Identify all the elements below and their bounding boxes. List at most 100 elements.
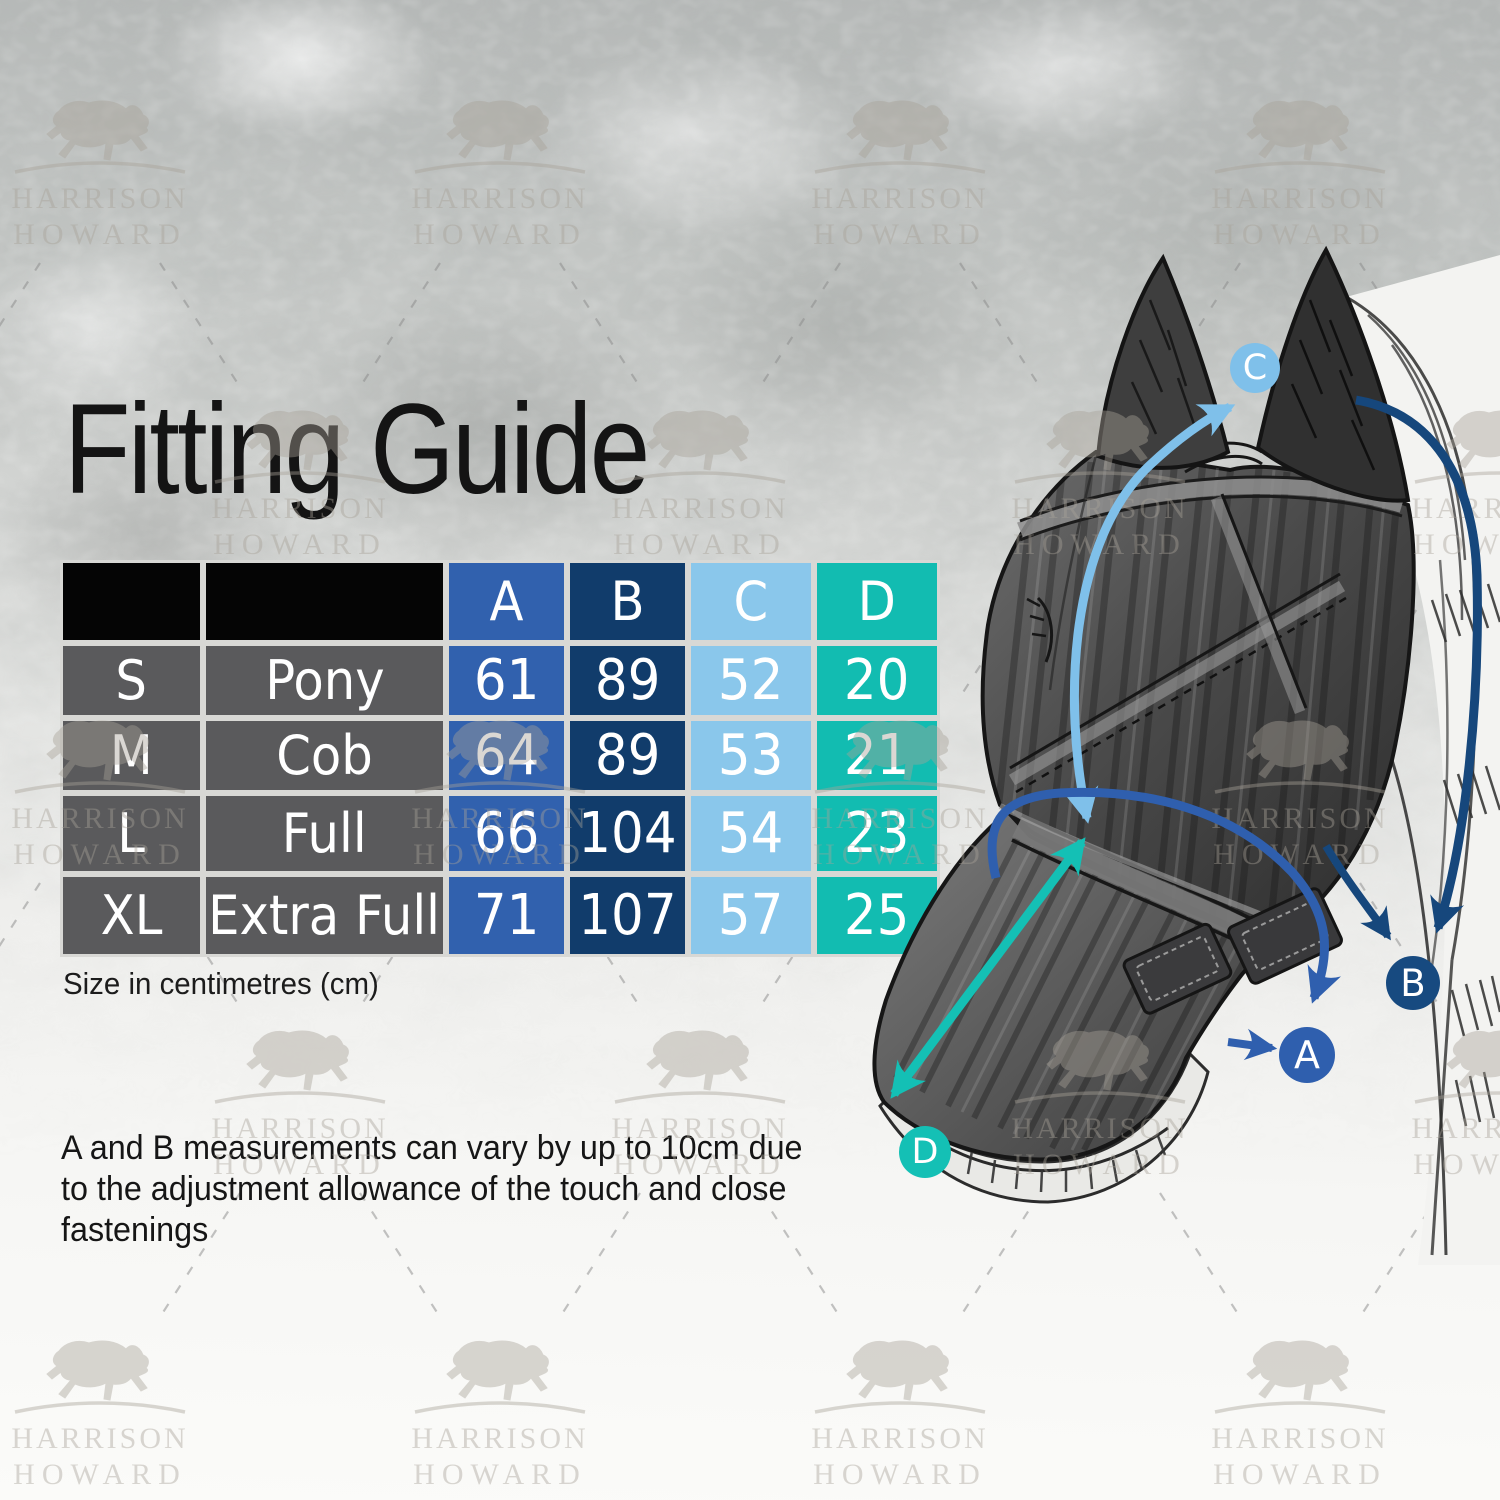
dashed-line [1359, 882, 1441, 1008]
arrow-d-nose-length [890, 837, 1086, 1099]
svg-text:HARRISON: HARRISON [811, 802, 988, 835]
svg-text:HARRISON: HARRISON [811, 182, 988, 215]
measurement-label-c: C [1230, 343, 1280, 393]
dashed-line [359, 262, 441, 388]
svg-text:HOWARD: HOWARD [1413, 528, 1500, 561]
dashed-line [559, 1192, 641, 1318]
svg-text:HOWARD: HOWARD [413, 218, 587, 251]
column-header-b: B [570, 563, 685, 640]
dashed-line [1159, 262, 1241, 388]
svg-text:HARRISON: HARRISON [1411, 492, 1500, 525]
dashed-line [759, 1192, 841, 1318]
value-cell: 89 [570, 646, 685, 715]
svg-text:HOWARD: HOWARD [213, 528, 387, 561]
measurement-label-d: D [899, 1126, 951, 1178]
table-corner-cell [206, 563, 443, 640]
value-cell: 104 [570, 796, 685, 871]
arrow-a-nose-circumference [987, 787, 1342, 1004]
dashed-line [159, 1192, 241, 1318]
svg-text:HOWARD: HOWARD [413, 1458, 587, 1491]
value-cell: 66 [449, 796, 564, 871]
column-header-c: C [691, 563, 811, 640]
svg-text:HARRISON: HARRISON [11, 1422, 188, 1455]
column-header-a: A [449, 563, 564, 640]
svg-text:HARRISON: HARRISON [11, 802, 188, 835]
measurement-label-b: B [1386, 956, 1440, 1010]
dashed-line [0, 262, 41, 328]
svg-text:HOWARD: HOWARD [13, 218, 187, 251]
value-cell: 52 [691, 646, 811, 715]
svg-text:HARRISON: HARRISON [411, 802, 588, 835]
svg-text:HOWARD: HOWARD [613, 1148, 787, 1181]
svg-text:HOWARD: HOWARD [813, 218, 987, 251]
svg-text:HOWARD: HOWARD [1413, 1148, 1500, 1181]
measurement-label-a: A [1279, 1027, 1335, 1083]
arrow-a-pointer [1227, 1028, 1278, 1061]
value-cell: 54 [691, 796, 811, 871]
size-cell: L [63, 796, 200, 871]
svg-text:HARRISON: HARRISON [1211, 1422, 1388, 1455]
svg-text:HARRISON: HARRISON [811, 1422, 988, 1455]
size-name-cell: Full [206, 796, 443, 871]
value-cell: 71 [449, 877, 564, 954]
svg-text:HOWARD: HOWARD [13, 838, 187, 871]
svg-text:HOWARD: HOWARD [213, 1148, 387, 1181]
dashed-line [959, 1192, 1041, 1318]
table-corner-cell [63, 563, 200, 640]
column-header-d: D [817, 563, 937, 640]
arrow-c-crown [1063, 402, 1236, 824]
svg-text:HOWARD: HOWARD [1213, 838, 1387, 871]
svg-text:HOWARD: HOWARD [413, 838, 587, 871]
svg-text:HARRISON: HARRISON [11, 182, 188, 215]
value-cell: 89 [570, 721, 685, 790]
arrow-b-head [1355, 395, 1482, 934]
svg-text:HARRISON: HARRISON [1011, 1112, 1188, 1145]
svg-text:HOWARD: HOWARD [1213, 218, 1387, 251]
dashed-line [159, 262, 241, 388]
svg-text:HARRISON: HARRISON [611, 1112, 788, 1145]
dashed-line [1159, 1192, 1241, 1318]
svg-text:HOWARD: HOWARD [1213, 1458, 1387, 1491]
size-cell: XL [63, 877, 200, 954]
arrow-b-jaw [1322, 843, 1392, 941]
value-cell: 61 [449, 646, 564, 715]
dashed-line [959, 262, 1041, 388]
value-cell: 20 [817, 646, 937, 715]
size-name-cell: Pony [206, 646, 443, 715]
svg-text:HOWARD: HOWARD [13, 1458, 187, 1491]
svg-text:HARRISON: HARRISON [211, 1112, 388, 1145]
svg-text:HARRISON: HARRISON [211, 492, 388, 525]
dashed-line [359, 1192, 441, 1318]
size-name-cell: Extra Full [206, 877, 443, 954]
size-cell: S [63, 646, 200, 715]
svg-text:HOWARD: HOWARD [813, 1458, 987, 1491]
dashed-line [559, 262, 641, 388]
value-cell: 107 [570, 877, 685, 954]
value-cell: 57 [691, 877, 811, 954]
svg-text:HARRISON: HARRISON [1411, 1112, 1500, 1145]
svg-text:HARRISON: HARRISON [611, 492, 788, 525]
svg-text:HARRISON: HARRISON [1211, 182, 1388, 215]
value-cell: 53 [691, 721, 811, 790]
dashed-line [0, 882, 41, 948]
svg-text:HOWARD: HOWARD [613, 528, 787, 561]
svg-text:HARRISON: HARRISON [411, 1422, 588, 1455]
